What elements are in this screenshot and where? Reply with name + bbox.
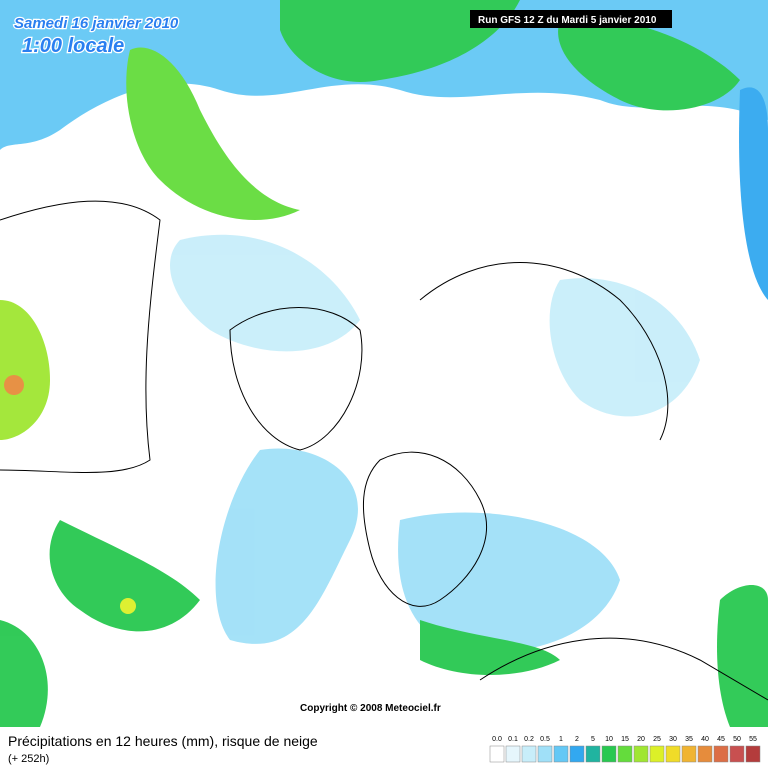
legend-swatch	[681, 745, 697, 763]
legend-swatch	[649, 745, 665, 763]
legend-label: 0.2	[524, 736, 534, 743]
legend-swatch	[505, 745, 521, 763]
precip-fields	[0, 0, 768, 727]
legend-label: 30	[669, 736, 677, 743]
date: Samedi 16 janvier 2010	[14, 15, 179, 32]
legend-label: 10	[605, 736, 613, 743]
footer-lead: (+ 252h)	[8, 753, 49, 765]
legend-label: 45	[717, 736, 725, 743]
footer-title: Précipitations en 12 heures (mm), risque…	[8, 733, 318, 749]
legend-label: 55	[749, 736, 757, 743]
coastlines	[0, 200, 768, 701]
legend-label: 2	[575, 736, 579, 743]
legend: 0.0 0.1 0.2 0.5 1 2 5 10 15 20 25 30 35 40 45 50 55	[489, 736, 761, 763]
legend-swatch	[585, 745, 601, 763]
legend-swatch	[697, 745, 713, 763]
legend-swatch	[745, 745, 761, 763]
legend-swatch	[489, 745, 505, 763]
legend-label: 0.0	[492, 736, 502, 743]
copyright: Copyright © 2008 Meteociel.fr	[300, 703, 441, 714]
legend-label: 40	[701, 736, 709, 743]
legend-swatch	[569, 745, 585, 763]
legend-swatch	[601, 745, 617, 763]
legend-label: 50	[733, 736, 741, 743]
legend-swatch	[537, 745, 553, 763]
legend-swatch	[617, 745, 633, 763]
legend-swatch	[521, 745, 537, 763]
legend-label: 35	[685, 736, 693, 743]
legend-label: 25	[653, 736, 661, 743]
legend-swatch	[729, 745, 745, 763]
legend-label: 15	[621, 736, 629, 743]
legend-swatch	[713, 745, 729, 763]
run-box	[470, 10, 672, 28]
run-label: Run GFS 12 Z du Mardi 5 janvier 2010	[478, 15, 657, 26]
time: 1:00 locale	[22, 35, 124, 57]
legend-label: 0.1	[508, 736, 518, 743]
legend-swatch	[665, 745, 681, 763]
legend-swatch	[553, 745, 569, 763]
legend-swatch	[633, 745, 649, 763]
legend-label: 0.5	[540, 736, 550, 743]
legend-label: 5	[591, 736, 595, 743]
legend-label: 20	[637, 736, 645, 743]
legend-label: 1	[559, 736, 563, 743]
